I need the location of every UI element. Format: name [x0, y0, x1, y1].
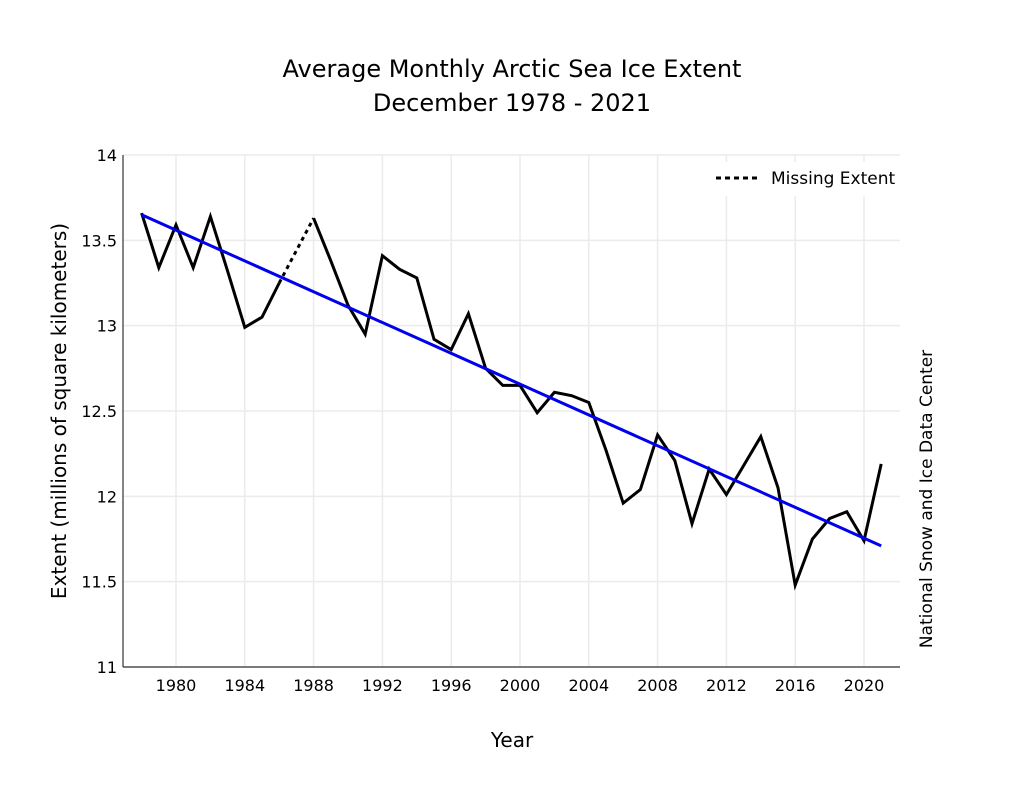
axes: [122, 155, 900, 668]
x-tick-label: 2012: [706, 676, 747, 695]
y-axis-label: Extent (millions of square kilometers): [47, 223, 71, 599]
x-tick-label: 2004: [568, 676, 609, 695]
x-tick-label: 2020: [844, 676, 885, 695]
tick-labels: 1980 1984 1988 1992 1996 2000 2004 2008 2012 2016…: [81, 146, 884, 695]
x-tick-label: 1988: [293, 676, 334, 695]
y-tick-label: 11: [97, 658, 117, 677]
y-tick-label: 11.5: [81, 573, 117, 592]
extent-line: [312, 217, 883, 591]
y-tick-label: 12.5: [81, 402, 117, 421]
source-label: National Snow and Ice Data Center: [917, 350, 937, 648]
y-tick-label: 12: [97, 487, 117, 506]
extent-line: [140, 211, 281, 330]
trend-line: [140, 213, 882, 548]
x-tick-label: 1980: [156, 676, 197, 695]
x-tick-label: 1984: [224, 676, 265, 695]
missing-extent-line: [277, 217, 315, 284]
x-tick-label: 2000: [500, 676, 541, 695]
y-tick-label: 14: [97, 146, 117, 165]
chart-title: Average Monthly Arctic Sea Ice Extent: [283, 55, 742, 83]
legend: Missing Extent: [705, 162, 915, 196]
x-tick-label: 2016: [775, 676, 816, 695]
chart-subtitle: December 1978 - 2021: [373, 89, 651, 117]
x-tick-label: 1992: [362, 676, 403, 695]
legend-background: [705, 162, 915, 196]
x-tick-label: 1996: [431, 676, 472, 695]
x-tick-label: 2008: [637, 676, 678, 695]
legend-label-missing-extent: Missing Extent: [771, 169, 895, 189]
y-tick-label: 13: [97, 317, 117, 336]
grid: [123, 154, 900, 668]
y-tick-label: 13.5: [81, 231, 117, 250]
x-axis-label: Year: [490, 728, 534, 752]
series-layer: [140, 211, 883, 591]
